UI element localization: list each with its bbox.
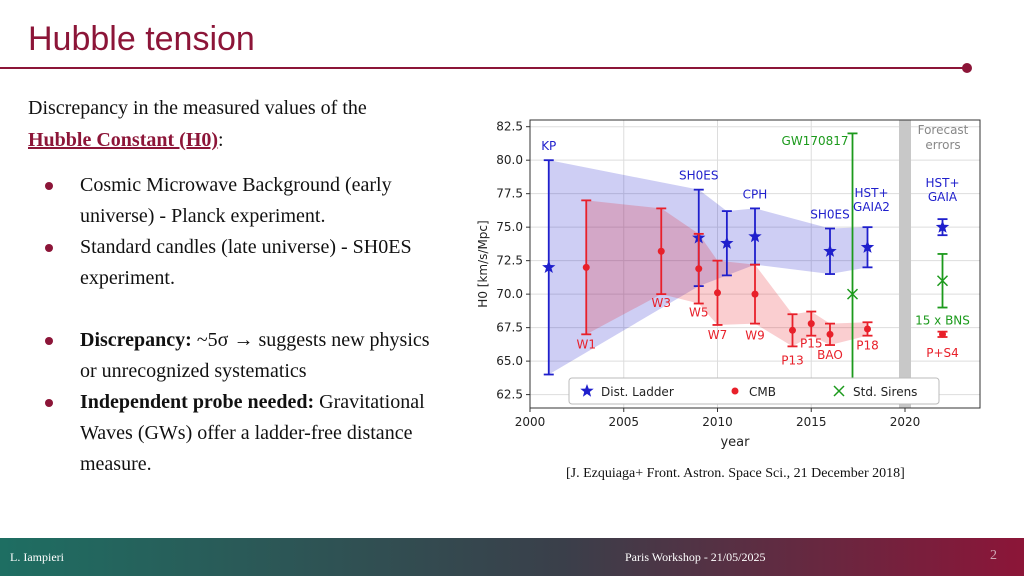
legend-marker-1 [731, 387, 739, 395]
legend-marker-2 [833, 385, 845, 397]
cmb-forecast-label: P+S4 [926, 346, 959, 360]
x-tick-label-2: 2010 [702, 415, 733, 429]
y-tick-label-7: 80.0 [496, 153, 523, 167]
ladder-band [548, 160, 868, 375]
y-tick-label-4: 72.5 [496, 254, 523, 268]
siren-label-0: GW170817 [782, 134, 849, 148]
y-axis-label: H0 [km/s/Mpc] [476, 220, 490, 307]
ladder-forecast-label-0: HST+ [925, 176, 959, 190]
dist-ladder-point-2-marker [720, 236, 734, 249]
cmb-label-8: P18 [856, 339, 879, 353]
footer-event: Paris Workshop - 21/05/2025 [625, 550, 766, 564]
cmb-label-5: P13 [781, 353, 804, 367]
bullet-list: Cosmic Microwave Background (early unive… [28, 170, 448, 480]
dist-ladder-point-3-marker [748, 229, 762, 243]
cmb-point-3-marker [714, 289, 721, 297]
cmb-label-7: BAO [817, 348, 843, 362]
std-sirens-forecast-marker [936, 275, 949, 287]
figure-caption: [J. Ezquiaga+ Front. Astron. Space Sci.,… [566, 466, 905, 481]
cmb-label-6: P15 [800, 337, 823, 351]
bullet-candles: Standard candles (late universe) - SH0ES… [28, 232, 448, 294]
ladder-label-5-1: GAIA2 [853, 200, 890, 214]
siren-forecast-label: 15 x BNS [915, 314, 970, 328]
bullet-discrepancy: Discrepancy: ~5σ → suggests new physics … [28, 325, 448, 387]
cmb-label-3: W7 [708, 328, 728, 342]
dist-ladder-point-4-marker [823, 244, 837, 257]
cmb-point-6-marker [807, 320, 815, 328]
title-divider [0, 67, 966, 69]
x-tick-label-4: 2020 [890, 415, 921, 429]
y-tick-label-8: 82.5 [496, 120, 523, 134]
y-tick-label-1: 65.0 [496, 354, 523, 368]
cmb-label-1: W3 [652, 296, 672, 310]
forecast-band [899, 120, 911, 408]
y-tick-label-0: 62.5 [496, 388, 523, 402]
plot-frame [529, 119, 981, 409]
cmb-forecast-marker [939, 330, 946, 338]
legend-marker-0 [580, 384, 594, 397]
cmb-point-4-marker [751, 290, 759, 298]
slide-title: Hubble tension [28, 20, 255, 58]
std-sirens-point-0-marker [846, 288, 859, 300]
ladder-label-3-0: CPH [743, 187, 768, 201]
intro-paragraph: Discrepancy in the measured values of th… [28, 92, 458, 156]
x-tick-label-3: 2015 [796, 415, 827, 429]
dist-ladder-forecast-marker [935, 220, 950, 233]
bullet-cmb: Cosmic Microwave Background (early unive… [28, 170, 448, 232]
bullet-probe: Independent probe needed: Gravitational … [28, 387, 448, 480]
ladder-label-1-0: SH0ES [679, 169, 718, 183]
ladder-forecast-label-1: GAIA [928, 190, 958, 204]
cmb-point-8-marker [864, 325, 871, 333]
cmb-point-7-marker [826, 330, 834, 338]
footer-bar: L. Iampieri Paris Workshop - 21/05/2025 … [0, 538, 1024, 576]
cmb-point-5-marker [789, 326, 796, 334]
cmb-label-2: W5 [689, 306, 709, 320]
x-tick-label-0: 2000 [515, 415, 546, 429]
y-tick-label-6: 77.5 [496, 187, 523, 201]
forecast-label-line1: Forecast [918, 123, 969, 137]
ladder-label-5-0: HST+ [854, 186, 888, 200]
cmb-point-2-marker [695, 265, 703, 273]
cmb-label-4: W9 [745, 329, 765, 343]
footer-author: L. Iampieri [10, 550, 64, 564]
x-axis-label: year [720, 435, 750, 450]
intro-colon: : [218, 129, 224, 151]
ladder-label-4-0: SH0ES [810, 208, 849, 222]
cmb-point-1-marker [657, 247, 665, 255]
cmb-label-0: W1 [577, 337, 597, 351]
legend-box [568, 377, 940, 405]
y-tick-label-3: 70.0 [496, 287, 523, 301]
intro-text: Discrepancy in the measured values of th… [28, 97, 367, 119]
hubble-constant-link[interactable]: Hubble Constant (H0) [28, 129, 219, 151]
y-tick-label-2: 67.5 [496, 321, 523, 335]
legend-entry-1: CMB [749, 385, 776, 399]
dist-ladder-point-0-marker [542, 260, 556, 273]
dist-ladder-point-5-marker [860, 240, 875, 253]
cmb-point-0-marker [582, 263, 590, 271]
y-tick-label-5: 75.0 [496, 220, 523, 234]
ladder-label-0-0: KP [541, 139, 556, 153]
legend-entry-0: Dist. Ladder [601, 385, 674, 399]
legend-entry-2: Std. Sirens [853, 385, 917, 399]
hubble-tension-chart: ForecasterrorsKPSH0ESCPHSH0ESHST+GAIA2W1… [476, 119, 981, 450]
forecast-label-line2: errors [925, 138, 960, 152]
x-tick-label-1: 2005 [608, 415, 639, 429]
page-number: 2 [990, 548, 997, 563]
divider-dot [962, 63, 972, 73]
